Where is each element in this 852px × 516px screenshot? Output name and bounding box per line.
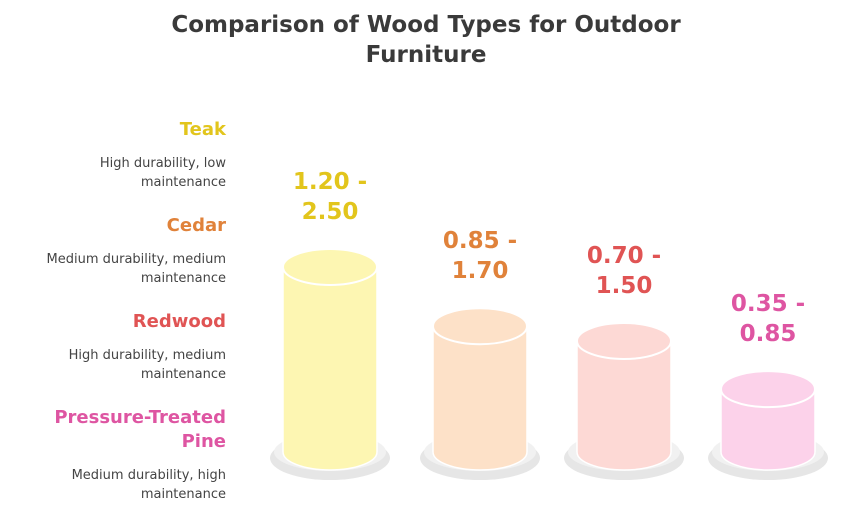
cylinder — [720, 388, 816, 471]
cylinder-top — [720, 370, 816, 409]
cylinder — [432, 325, 528, 471]
category-description: Medium durability, medium maintenance — [46, 252, 227, 286]
cylinder — [576, 340, 672, 471]
category-name: Redwood — [132, 311, 226, 332]
value-label: 0.70 - 1.50 — [586, 243, 662, 299]
category-name: Teak — [179, 119, 226, 140]
category-name: Cedar — [166, 215, 226, 236]
cylinder-top — [576, 322, 672, 360]
cylinder-top — [282, 248, 378, 286]
value-label: 0.35 - 0.85 — [730, 291, 806, 348]
category-description: High durability, low maintenance — [99, 156, 226, 190]
cylinder — [282, 266, 378, 471]
category-description: High durability, medium maintenance — [68, 348, 226, 382]
category-name: Pressure-Treated Pine — [54, 407, 226, 452]
value-label: 0.85 - 1.70 — [442, 228, 518, 285]
cylinder-top — [432, 307, 528, 346]
category-description: Medium durability, high maintenance — [71, 468, 226, 502]
chart-title: Comparison of Wood Types for Outdoor Fur… — [171, 12, 681, 68]
value-label: 1.20 - 2.50 — [292, 169, 368, 225]
